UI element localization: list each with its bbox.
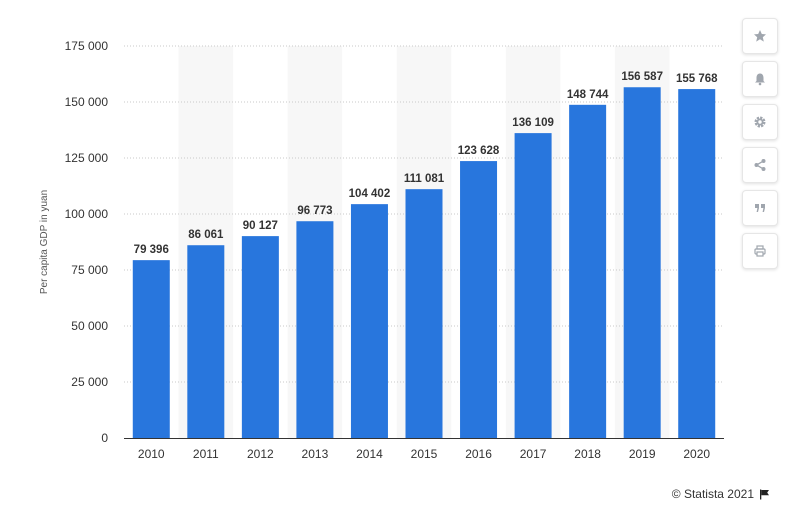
y-tick-label: 100 000: [65, 207, 109, 221]
star-icon: [754, 30, 766, 42]
quote-icon: [755, 204, 765, 212]
x-tick-label: 2010: [138, 447, 165, 461]
data-labels: 79 396 86 061 90 127 96 773 104 402 111 081 12…: [134, 71, 718, 256]
print-icon: [754, 245, 766, 257]
x-tick-label: 2013: [302, 447, 329, 461]
data-label: 155 768: [676, 73, 718, 85]
y-tick-label: 0: [101, 431, 108, 445]
x-tick-label: 2019: [629, 447, 656, 461]
x-tick-label: 2018: [574, 447, 601, 461]
data-label: 156 587: [621, 71, 663, 83]
y-axis-ticks: 0 25 000 50 000 75 000 100 000 125 000 150 000…: [65, 39, 109, 445]
favorite-button[interactable]: [742, 18, 778, 54]
data-label: 104 402: [349, 188, 391, 200]
data-label: 86 061: [188, 229, 224, 241]
y-tick-label: 50 000: [71, 319, 108, 333]
y-axis-title: Per capita GDP in yuan: [39, 190, 50, 294]
x-tick-label: 2016: [465, 447, 492, 461]
y-tick-label: 25 000: [71, 375, 108, 389]
share-button[interactable]: [742, 147, 778, 183]
bar[interactable]: [460, 161, 498, 438]
y-tick-label: 175 000: [65, 39, 109, 53]
bar[interactable]: [623, 87, 661, 438]
bar[interactable]: [569, 104, 607, 438]
cite-button[interactable]: [742, 190, 778, 226]
bar[interactable]: [132, 260, 170, 438]
data-label: 136 109: [512, 117, 554, 129]
bar[interactable]: [241, 236, 279, 438]
x-axis-ticks: 2010 2011 2012 2013 2014 2015 2016 2017 2018 2019…: [138, 447, 710, 461]
y-tick-label: 125 000: [65, 151, 109, 165]
credit-text: © Statista 2021: [671, 487, 754, 501]
bar[interactable]: [187, 245, 225, 438]
x-tick-label: 2012: [247, 447, 274, 461]
notification-button[interactable]: [742, 61, 778, 97]
x-tick-label: 2017: [520, 447, 547, 461]
bar[interactable]: [678, 89, 716, 438]
x-tick-label: 2015: [411, 447, 438, 461]
data-label: 123 628: [458, 145, 500, 157]
data-label: 148 744: [567, 89, 609, 101]
x-tick-label: 2020: [683, 447, 710, 461]
bar[interactable]: [296, 221, 334, 438]
y-tick-label: 150 000: [65, 95, 109, 109]
bar[interactable]: [514, 133, 552, 438]
x-tick-label: 2011: [193, 447, 219, 461]
x-tick-label: 2014: [356, 447, 383, 461]
data-label: 79 396: [134, 244, 169, 256]
settings-button[interactable]: [742, 104, 778, 140]
y-tick-label: 75 000: [71, 263, 108, 277]
toolbar: [742, 18, 778, 276]
data-label: 111 081: [404, 173, 445, 185]
bar[interactable]: [350, 204, 388, 438]
gear-icon: [754, 116, 766, 128]
bell-icon: [755, 73, 765, 86]
share-icon: [754, 159, 766, 171]
flag-icon: [760, 489, 769, 499]
statista-credit[interactable]: © Statista 2021: [672, 487, 770, 501]
data-label: 96 773: [297, 205, 332, 217]
bars: [132, 87, 716, 438]
bar[interactable]: [405, 189, 443, 438]
print-button[interactable]: [742, 233, 778, 269]
data-label: 90 127: [243, 220, 278, 232]
